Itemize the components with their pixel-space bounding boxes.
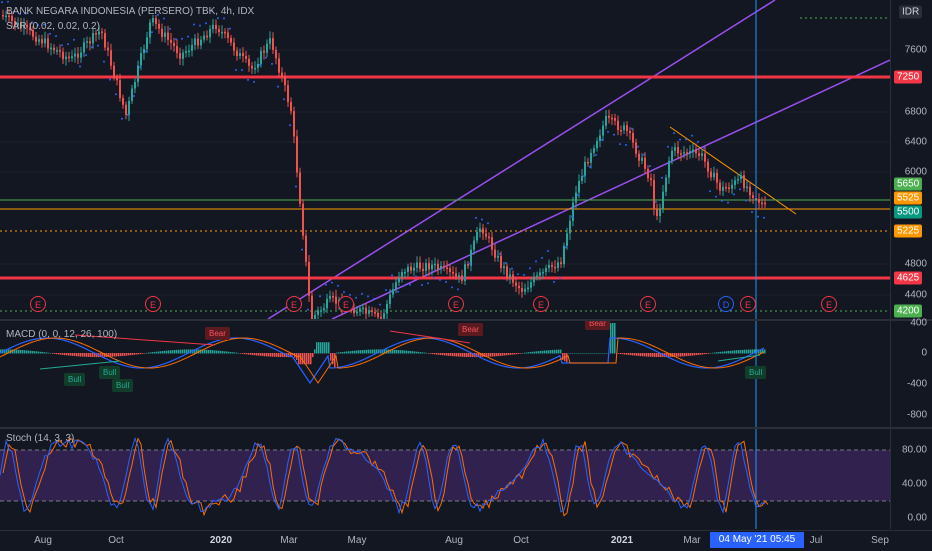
price-badge-4625: 4625: [894, 271, 923, 285]
macd-pane[interactable]: MACD (0, 0, 12, 26, 100) Bear Bear Bear …: [0, 321, 890, 427]
time-label: 2021: [610, 535, 634, 546]
earnings-event-icon[interactable]: E: [740, 296, 756, 312]
stochastic-pane[interactable]: Stoch (14, 3, 3): [0, 429, 890, 529]
price-tick: 7600: [904, 44, 927, 56]
earnings-event-icon[interactable]: E: [640, 296, 656, 312]
price-axis[interactable]: 7600 7200 6800 6400 6000 5600 4800 4400: [890, 0, 932, 319]
bearish-divergence-line: [389, 330, 471, 344]
price-chart-pane[interactable]: BANK NEGARA INDONESIA (PERSERO) TBK, 4h,…: [0, 0, 890, 319]
macd-histogram: [0, 323, 766, 368]
earnings-event-icon[interactable]: E: [286, 296, 302, 312]
macd-signal-line: [0, 337, 765, 384]
price-tick: 4800: [904, 258, 927, 270]
dividend-event-icon[interactable]: D: [718, 296, 734, 312]
time-label: Aug: [34, 535, 52, 546]
bearish-divergence-line: [74, 334, 216, 346]
macd-tick: 0: [921, 347, 927, 359]
macd-line: [0, 337, 765, 385]
time-label: May: [347, 535, 367, 546]
sar-legend[interactable]: SAR (0.02, 0.02, 0.2): [6, 21, 100, 32]
stoch-legend[interactable]: Stoch (14, 3, 3): [6, 433, 75, 444]
earnings-event-icon[interactable]: E: [448, 296, 464, 312]
stoch-d-line: [2, 437, 769, 517]
bear-signal-label: Bear: [458, 323, 483, 336]
pane-separator[interactable]: [0, 427, 932, 429]
price-tick: 6000: [904, 166, 927, 178]
currency-badge[interactable]: IDR: [899, 5, 923, 19]
price-badge-5525: 5525: [894, 191, 923, 205]
bullish-divergence-line: [39, 360, 121, 370]
stochastic-canvas[interactable]: [0, 429, 890, 529]
chart-title: BANK NEGARA INDONESIA (PERSERO) TBK, 4h,…: [6, 6, 255, 17]
time-label: Mar: [683, 535, 701, 546]
pane-separator[interactable]: [0, 319, 932, 321]
price-badge-5650: 5650: [894, 177, 923, 191]
bull-signal-label: Bull: [64, 373, 86, 386]
macd-axis[interactable]: 400 0 -400 -800: [890, 317, 932, 427]
stoch-tick: 40.00: [901, 478, 927, 490]
time-label: Sep: [871, 535, 889, 546]
time-label: Aug: [445, 535, 463, 546]
channel-lower-line[interactable]: [331, 59, 890, 319]
macd-tick: 400: [910, 317, 927, 329]
bull-signal-label: Bull: [745, 366, 767, 379]
earnings-event-icon[interactable]: E: [533, 296, 549, 312]
price-chart-canvas[interactable]: [0, 0, 890, 319]
stoch-k-line: [0, 436, 766, 515]
time-label: 2020: [209, 535, 233, 546]
price-tick: 4400: [904, 289, 927, 301]
macd-tick: -800: [906, 409, 927, 421]
parabolic-sar-series: [1, 0, 765, 311]
stoch-tick: 0.00: [907, 512, 927, 524]
earnings-event-icon[interactable]: E: [338, 296, 354, 312]
time-axis[interactable]: Aug Oct 2020 Mar May Aug Oct 2021 Mar Ju…: [0, 530, 932, 551]
earnings-event-icon[interactable]: E: [30, 296, 46, 312]
crosshair-time-label: 04 May '21 05:45: [710, 532, 804, 548]
price-badge-7250: 7250: [894, 70, 923, 84]
bullish-divergence-line: [717, 354, 761, 362]
macd-legend[interactable]: MACD (0, 0, 12, 26, 100): [6, 329, 118, 340]
earnings-event-icon[interactable]: E: [821, 296, 837, 312]
price-badge-5500: 5500: [894, 205, 923, 219]
bear-signal-label: Bear: [585, 321, 610, 330]
stoch-axis[interactable]: 80.00 40.00 0.00: [890, 429, 932, 529]
time-label: Jul: [809, 535, 823, 546]
macd-tick: -400: [906, 378, 927, 390]
price-tick: 6400: [904, 136, 927, 148]
time-label: Oct: [108, 535, 124, 546]
price-badge-5225: 5225: [894, 224, 923, 238]
channel-upper-line[interactable]: [267, 0, 776, 319]
price-tick: 6800: [904, 106, 927, 118]
time-label: Mar: [280, 535, 298, 546]
time-label: Oct: [513, 535, 529, 546]
price-grid: [0, 49, 890, 296]
bear-signal-label: Bear: [205, 327, 230, 340]
earnings-event-icon[interactable]: E: [145, 296, 161, 312]
stoch-tick: 80.00: [901, 444, 927, 456]
price-badge-4200: 4200: [894, 304, 923, 318]
bull-signal-label: Bull: [99, 366, 121, 379]
bull-signal-label: Bull: [112, 379, 134, 392]
candlestick-series: [2, 9, 766, 319]
downtrend-line[interactable]: [669, 126, 797, 215]
